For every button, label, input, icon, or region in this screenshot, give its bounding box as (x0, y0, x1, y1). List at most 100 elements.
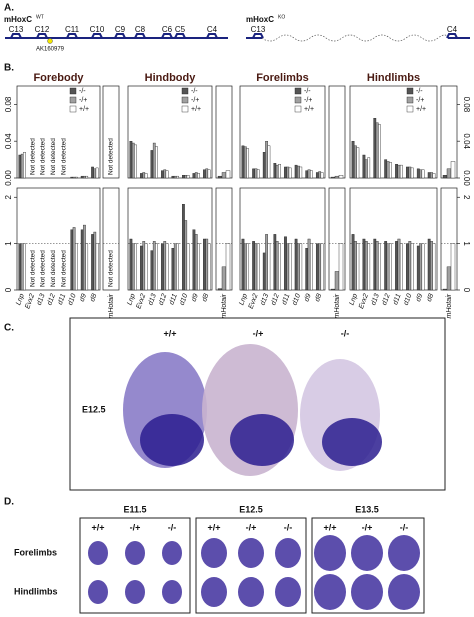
lncrna-label: AK160979 (36, 47, 65, 53)
legend-swatch (294, 87, 302, 95)
not-detected: Not detected (29, 250, 36, 287)
bar (386, 243, 390, 291)
bar (299, 166, 303, 179)
bar (389, 243, 392, 291)
bar (20, 153, 24, 179)
bar (20, 243, 24, 291)
bar (95, 243, 99, 291)
gene-label: mHotair (108, 293, 115, 318)
bar (273, 234, 277, 291)
bar (351, 140, 355, 179)
bar (243, 243, 247, 291)
gene-label: C13 (9, 25, 24, 34)
bar (307, 169, 311, 179)
bar (176, 175, 179, 179)
stage-label: E11.5 (123, 504, 146, 514)
limb (351, 574, 383, 610)
genotype-label: +/+ (163, 328, 176, 338)
embryo-stain (140, 414, 204, 466)
bar (356, 147, 360, 179)
bar (294, 238, 298, 291)
gene-label: d10 (403, 293, 414, 306)
gene-label: d12 (270, 293, 281, 306)
bar (171, 248, 175, 291)
bar (297, 243, 300, 291)
gene-label: mHotair (334, 293, 341, 318)
bar (416, 168, 420, 179)
locus-title: mHoxC (246, 15, 274, 24)
exon (91, 33, 103, 39)
bar (354, 145, 357, 179)
plot-frame (239, 85, 326, 179)
gene-label: C12 (35, 25, 50, 34)
locus-sup: WT (36, 14, 44, 20)
gene-label: C6 (162, 25, 173, 34)
bar (430, 241, 433, 291)
bar (144, 243, 148, 291)
gene-label: d13 (370, 293, 381, 306)
row-label: Forelimbs (14, 547, 57, 557)
bar (275, 241, 279, 291)
bar (450, 161, 456, 179)
bar (427, 172, 431, 179)
row-label: Hindlimbs (14, 586, 58, 596)
gene-label: d13 (260, 293, 271, 306)
bar (23, 243, 26, 291)
limb (238, 577, 264, 607)
bar (275, 164, 279, 179)
gene-label: d12 (381, 293, 392, 306)
gene-label: mHotair (446, 293, 453, 318)
bar (205, 238, 209, 291)
plot-frame (349, 187, 438, 291)
bar (241, 145, 245, 179)
panel-box (311, 517, 425, 614)
bar (262, 152, 266, 179)
gene-label: C13 (251, 25, 266, 34)
plot-frame (16, 85, 101, 179)
y-tick-label: 1 (4, 241, 13, 246)
bar (265, 140, 268, 179)
bar (334, 271, 340, 291)
legend-swatch (406, 96, 414, 104)
bar (70, 229, 74, 291)
genotype-label: -/- (168, 522, 177, 532)
legend-label: -/+ (416, 97, 424, 104)
gene-label: d11 (168, 293, 178, 306)
gene-label: C5 (175, 25, 186, 34)
bar (399, 243, 403, 291)
bar (207, 169, 211, 179)
gene-label: mHotair (221, 293, 228, 318)
bar (356, 243, 360, 291)
bar (373, 238, 377, 291)
bar (318, 243, 322, 291)
limb (275, 538, 301, 568)
legend-label: +/+ (191, 106, 201, 113)
bar (142, 172, 146, 179)
bar (256, 243, 260, 291)
gene-label: d8 (201, 293, 210, 303)
bar (72, 176, 76, 179)
genotype-label: -/+ (253, 328, 264, 338)
plot-frame (16, 187, 101, 291)
gene-label: Lnp (126, 293, 137, 306)
bar (203, 238, 206, 291)
limb (314, 535, 346, 571)
bar (315, 243, 319, 291)
y-tick-label: 2 (4, 194, 13, 199)
bar (134, 243, 137, 291)
bar (406, 166, 409, 179)
not-detected: Not detected (40, 138, 47, 175)
bar (142, 241, 146, 291)
plot-frame (349, 85, 438, 179)
limb (125, 541, 145, 565)
legend-swatch (294, 105, 302, 113)
gene-label: d8 (314, 293, 323, 303)
bar (197, 243, 200, 291)
bar (176, 243, 179, 291)
legend-swatch (69, 105, 77, 113)
bar (362, 154, 366, 179)
gene-label: C10 (90, 25, 105, 34)
bar (406, 243, 409, 291)
bar (93, 168, 97, 179)
y-tick-label: 0.08 (4, 96, 13, 112)
